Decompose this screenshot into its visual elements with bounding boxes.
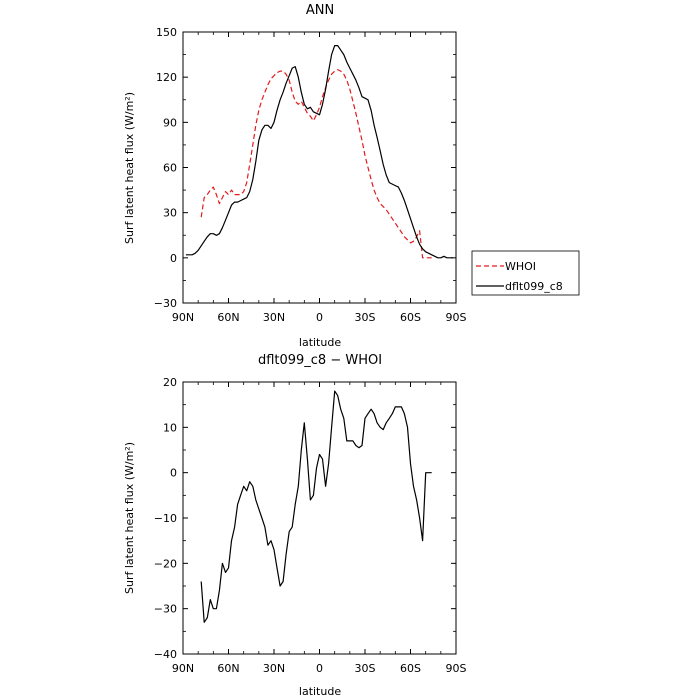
bottom-series-line-diff [200,390,432,623]
top-ytick-label: −30 [154,297,177,310]
top-xtick-label: 90N [172,311,194,324]
top-xtick-label: 90S [446,311,467,324]
top-panel-ylabel: Surf latent heat flux (W/m²) [123,92,136,244]
bottom-xtick-label: 60N [217,662,239,675]
bottom-ytick-label: 10 [163,421,177,434]
bottom-xtick-label: 60S [400,662,421,675]
bottom-panel: dflt099_c8 − WHOI 90N 60N 30N 0 30S 60S 90S −40… [123,353,467,698]
top-panel-plot-frame [182,31,457,304]
top-ytick-label: 30 [163,207,177,220]
top-xtick-label: 60S [400,311,421,324]
bottom-panel-plot-frame [182,381,457,655]
bottom-xtick-label: 30N [263,662,285,675]
legend-label-dflt: dflt099_c8 [505,280,563,293]
bottom-ytick-label: 20 [163,376,177,389]
bottom-ytick-label: −30 [154,603,177,616]
top-ytick-label: 150 [156,26,177,39]
legend-label-whoi: WHOI [505,260,536,273]
bottom-panel-series [200,390,432,623]
bottom-xtick-label: 90S [446,662,467,675]
bottom-ytick-label: 0 [170,467,177,480]
bottom-panel-xlabel: latitude [299,685,341,698]
top-panel-xlabel: latitude [299,336,341,349]
top-series-line-dflt099_c8 [186,44,453,259]
top-series-line-whoi [200,68,432,259]
top-panel-ticks: 90N 60N 30N 0 30S 60S 90S −30 0 30 60 90 120 150 [154,26,467,324]
legend: WHOI dflt099_c8 [471,250,580,296]
bottom-panel-title: dflt099_c8 − WHOI [258,353,382,368]
bottom-xtick-label: 0 [316,662,323,675]
bottom-xtick-label: 90N [172,662,194,675]
top-ytick-label: 90 [163,116,177,129]
top-ytick-label: 120 [156,71,177,84]
top-xtick-label: 60N [217,311,239,324]
top-xtick-label: 0 [316,311,323,324]
top-ytick-label: 60 [163,162,177,175]
bottom-panel-ylabel: Surf latent heat flux (W/m²) [123,442,136,594]
top-ytick-label: 0 [170,252,177,265]
bottom-ytick-label: −10 [154,512,177,525]
top-xtick-label: 30S [355,311,376,324]
bottom-xtick-label: 30S [355,662,376,675]
top-panel-series [186,44,453,259]
legend-box [471,250,580,296]
bottom-ytick-label: −20 [154,557,177,570]
top-xtick-label: 30N [263,311,285,324]
bottom-ytick-label: −40 [154,648,177,661]
top-panel: ANN 90N 60N 30N 0 30S 60S 90S−300306090120150 … [123,3,580,349]
bottom-panel-ticks: 90N 60N 30N 0 30S 60S 90S −40 −30 −20 −10 0 10 20 [154,376,467,675]
top-panel-title: ANN [306,3,334,18]
